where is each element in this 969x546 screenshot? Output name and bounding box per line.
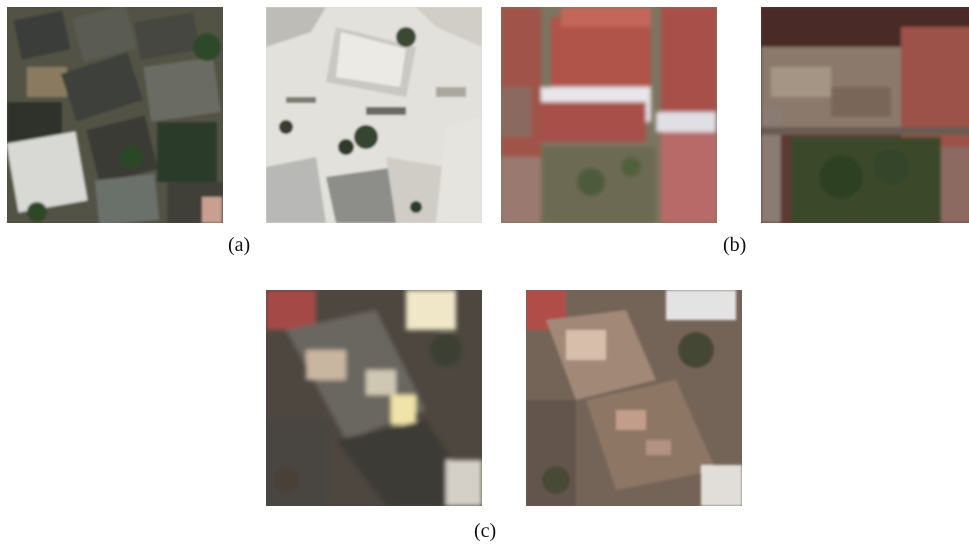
aerial-photo-c-post [526,290,742,506]
image-b-pre-event [501,7,717,223]
aerial-photo-a-post [266,7,482,223]
aerial-photo-b-pre [501,7,717,223]
caption-a: (a) [228,234,251,256]
aerial-photo-b-post [761,7,969,223]
aerial-photo-a-pre [7,7,223,223]
image-b-post-event [761,7,969,223]
image-a-post-event [266,7,482,223]
image-c-post-event [526,290,742,506]
image-a-pre-event [7,7,223,223]
caption-c: (c) [474,520,497,542]
aerial-photo-c-pre [266,290,482,506]
caption-b: (b) [723,234,747,256]
image-c-pre-event [266,290,482,506]
